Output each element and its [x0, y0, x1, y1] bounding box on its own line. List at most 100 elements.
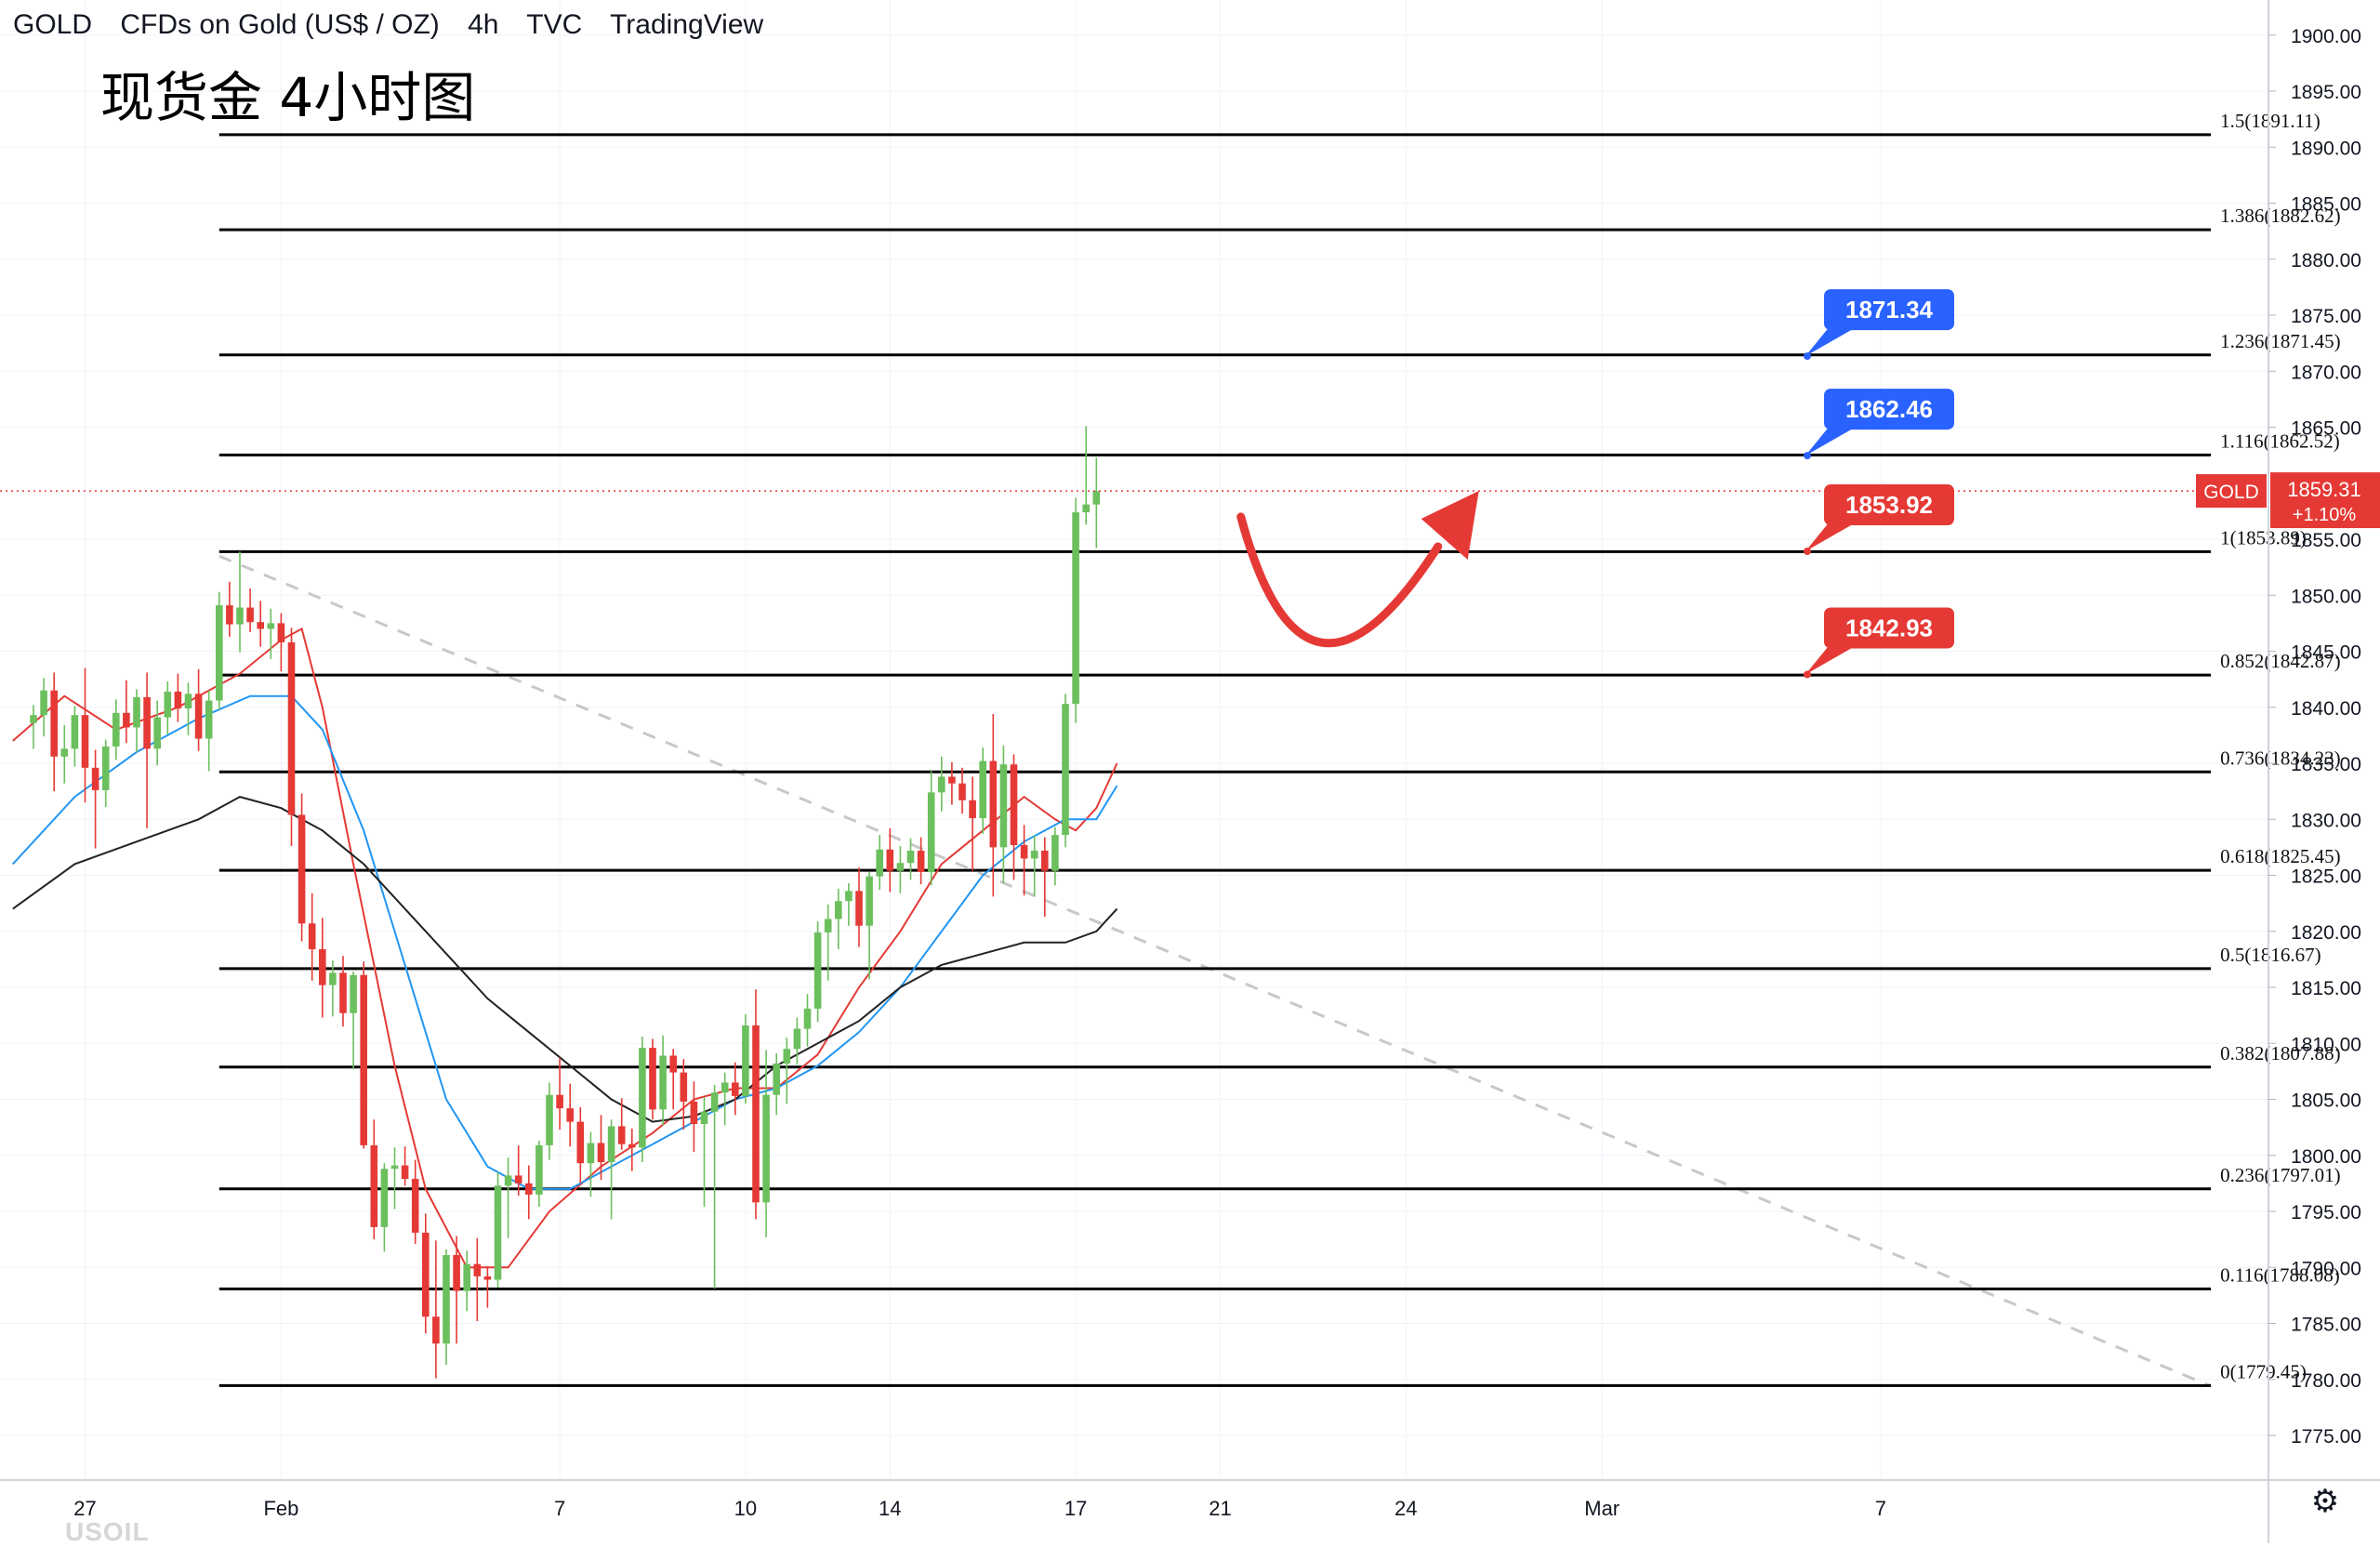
fibonacci-levels[interactable]: 1.5(1891.11) 1.386(1882.62) 1.236(1871.45)… — [218, 110, 2341, 1387]
candle — [504, 1157, 512, 1238]
candle — [50, 672, 58, 792]
candle — [1051, 826, 1059, 886]
price-axis-label: 1835.00 — [2291, 754, 2361, 775]
candle — [896, 846, 905, 893]
candle — [143, 672, 151, 828]
candle-body — [1092, 491, 1101, 505]
price-axis-label: 1775.00 — [2291, 1426, 2361, 1448]
candle — [339, 956, 347, 1027]
candle — [1092, 457, 1101, 549]
candle — [628, 1128, 636, 1171]
candle-body — [999, 764, 1008, 848]
candle-body — [277, 623, 285, 642]
candle-body — [483, 1276, 492, 1280]
candle — [536, 1141, 543, 1208]
candle — [60, 725, 69, 784]
candle-body — [576, 1121, 585, 1164]
time-axis-label: 7 — [1875, 1497, 1886, 1520]
candle — [329, 960, 337, 1017]
candle-body — [979, 760, 986, 819]
price-callout-box — [1824, 389, 1954, 430]
candle — [370, 1119, 378, 1240]
candle — [1041, 837, 1049, 918]
current-price-tag — [2270, 472, 2380, 529]
candle — [938, 756, 945, 812]
arrow-curve — [1236, 512, 1443, 648]
candle-body — [617, 1126, 626, 1144]
time-axis[interactable]: 2427Feb71014172124Mar7 — [0, 1479, 2380, 1520]
price-callout-box — [1824, 289, 1954, 331]
price-callout[interactable]: 1871.34 — [1804, 289, 1954, 361]
candle-body — [30, 715, 37, 723]
candle — [287, 628, 296, 847]
candle-body — [896, 863, 905, 871]
candle-body — [587, 1143, 595, 1164]
candle-body — [1030, 850, 1038, 859]
trendline-segment[interactable] — [218, 554, 2212, 1388]
candle-body — [101, 746, 110, 790]
price-callout-pointer — [1805, 426, 1858, 456]
arrow-head — [1421, 490, 1479, 560]
time-axis-label: Mar — [1584, 1497, 1620, 1520]
price-axis[interactable]: 1775.00 1780.00 1785.00 1790.00 1795.00 1800.… — [2268, 0, 2361, 1543]
time-axis-label: 7 — [554, 1497, 565, 1520]
candle — [257, 601, 264, 647]
price-axis-label: 1810.00 — [2291, 1034, 2361, 1055]
price-callout[interactable]: 1862.46 — [1804, 389, 1954, 460]
price-callout-text: 1871.34 — [1845, 296, 1934, 324]
candle-body — [174, 691, 182, 708]
candle — [205, 690, 213, 772]
candle — [473, 1237, 482, 1322]
price-callout-pointer — [1805, 644, 1858, 675]
candle-body — [432, 1316, 440, 1344]
price-labels[interactable]: 1871.34 1862.46 1853.92 1842.93 — [1804, 289, 1954, 679]
candle — [742, 1013, 749, 1104]
price-callout-text: 1842.93 — [1845, 614, 1933, 641]
candle — [793, 1017, 801, 1065]
candle — [1082, 426, 1090, 525]
candle — [556, 1057, 563, 1130]
candle — [463, 1250, 470, 1312]
candle — [813, 920, 822, 1023]
price-axis-label: 1790.00 — [2291, 1258, 2361, 1279]
symbol-name[interactable]: GOLD — [13, 9, 93, 40]
candle-body — [184, 694, 192, 708]
candle-body — [607, 1126, 615, 1162]
descending-trendline[interactable] — [218, 554, 2212, 1388]
candle-body — [143, 696, 151, 749]
candle-body — [308, 923, 316, 950]
price-axis-label: 1875.00 — [2291, 306, 2361, 327]
fib-level-label: 0.852(1842.87) — [2220, 650, 2341, 672]
candle — [959, 767, 966, 814]
candle-body — [226, 605, 233, 625]
candle — [40, 678, 47, 737]
interval[interactable]: 4h — [468, 9, 499, 40]
candle-body — [835, 901, 842, 919]
candle-body — [876, 849, 883, 877]
candle — [432, 1240, 440, 1379]
candle-body — [329, 972, 337, 985]
candle-body — [927, 792, 935, 872]
candle — [422, 1213, 430, 1334]
candle-body — [112, 712, 120, 747]
candle — [597, 1115, 605, 1181]
candle — [236, 551, 244, 653]
current-price-text: 1859.31 — [2287, 478, 2361, 501]
candle — [133, 689, 140, 752]
gear-icon[interactable]: ⚙ — [2310, 1484, 2340, 1519]
symbol-tag — [2196, 474, 2267, 509]
price-callout[interactable]: 1853.92 — [1804, 484, 1954, 556]
candle-body — [783, 1049, 791, 1064]
current-price-change: +1.10% — [2293, 505, 2357, 525]
price-callout[interactable]: 1842.93 — [1804, 607, 1954, 679]
fib-level-label: 1.116(1862.52) — [2220, 430, 2340, 452]
candle-body — [742, 1025, 749, 1096]
candle-body — [60, 748, 69, 757]
exchange: TVC — [526, 9, 583, 40]
candle-body — [813, 932, 822, 1009]
candle-body — [1020, 844, 1028, 859]
candle-body — [453, 1254, 460, 1291]
candle-body — [680, 1072, 688, 1102]
price-callout-pointer — [1805, 326, 1858, 357]
